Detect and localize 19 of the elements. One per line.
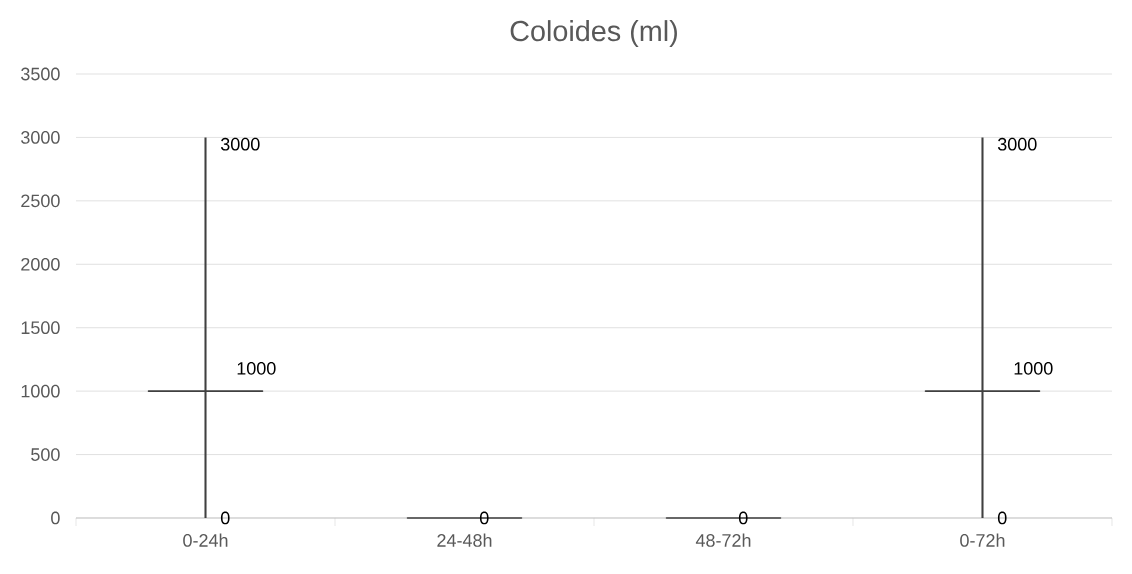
- y-tick-label: 3000: [21, 131, 60, 144]
- x-tick-label: 24-48h: [437, 533, 492, 547]
- y-tick-label: 1500: [21, 321, 60, 335]
- annotation: 3000: [997, 137, 1037, 151]
- y-tick-label: 3500: [21, 67, 60, 81]
- y-tick-label: 2000: [21, 257, 60, 271]
- x-tick-label: 48-72h: [695, 533, 751, 547]
- y-tick-label: 1000: [21, 384, 60, 398]
- y-tick-label: 2500: [21, 194, 60, 208]
- annotation: 0: [220, 511, 230, 525]
- annotation: 1000: [1014, 361, 1053, 375]
- x-tick-label: 0-24h: [183, 533, 228, 547]
- annotation: 1000: [237, 361, 276, 375]
- annotation: 0: [997, 511, 1007, 525]
- y-tick-label: 0: [51, 511, 60, 525]
- annotation: 3000: [220, 137, 260, 151]
- y-tick-label: 500: [31, 448, 60, 461]
- chart-title: Coloides (ml): [510, 20, 677, 47]
- x-tick-label: 0-72h: [960, 533, 1005, 547]
